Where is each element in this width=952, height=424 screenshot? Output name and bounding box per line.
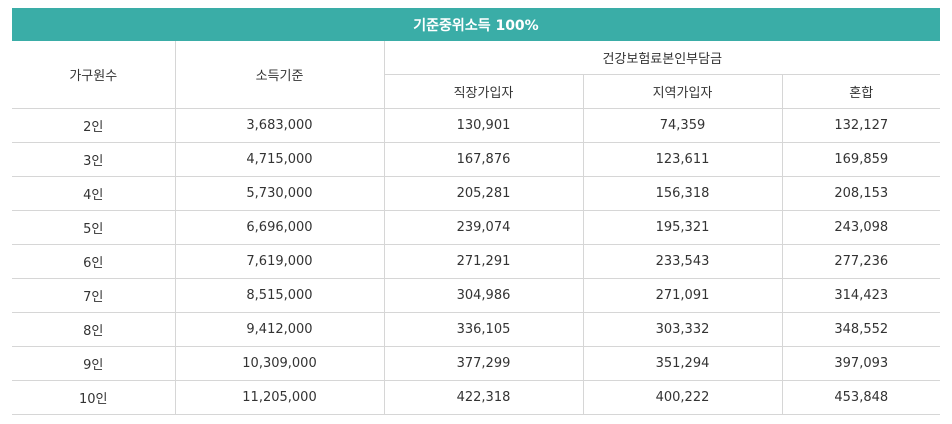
cell-employee: 304,986	[384, 278, 584, 313]
table-row: 6인 7,619,000 271,291 233,543 277,236	[12, 244, 941, 279]
cell-income: 3,683,000	[175, 108, 385, 143]
cell-regional: 351,294	[583, 346, 783, 381]
header-income: 소득기준	[175, 41, 385, 109]
cell-employee: 239,074	[384, 210, 584, 245]
cell-household: 4인	[12, 176, 176, 211]
cell-mixed: 243,098	[782, 210, 941, 245]
header-employee: 직장가입자	[384, 74, 584, 109]
income-table: 기준중위소득 100% 가구원수 소득기준 건강보험료본인부담금 직장가입자 지…	[12, 8, 941, 415]
cell-income: 9,412,000	[175, 312, 385, 347]
cell-household: 7인	[12, 278, 176, 313]
cell-income: 4,715,000	[175, 142, 385, 177]
cell-employee: 422,318	[384, 380, 584, 415]
cell-income: 11,205,000	[175, 380, 385, 415]
cell-regional: 271,091	[583, 278, 783, 313]
cell-mixed: 169,859	[782, 142, 941, 177]
cell-household: 6인	[12, 244, 176, 279]
cell-income: 8,515,000	[175, 278, 385, 313]
header-mixed: 혼합	[782, 74, 941, 109]
cell-household: 9인	[12, 346, 176, 381]
cell-regional: 123,611	[583, 142, 783, 177]
cell-income: 5,730,000	[175, 176, 385, 211]
cell-household: 8인	[12, 312, 176, 347]
cell-mixed: 314,423	[782, 278, 941, 313]
cell-employee: 336,105	[384, 312, 584, 347]
table-row: 8인 9,412,000 336,105 303,332 348,552	[12, 312, 941, 347]
cell-income: 7,619,000	[175, 244, 385, 279]
cell-employee: 167,876	[384, 142, 584, 177]
cell-mixed: 397,093	[782, 346, 941, 381]
cell-household: 5인	[12, 210, 176, 245]
cell-mixed: 348,552	[782, 312, 941, 347]
cell-employee: 130,901	[384, 108, 584, 143]
cell-mixed: 453,848	[782, 380, 941, 415]
table-row: 5인 6,696,000 239,074 195,321 243,098	[12, 210, 941, 245]
table-title: 기준중위소득 100%	[12, 8, 941, 41]
cell-household: 3인	[12, 142, 176, 177]
income-table-container: 기준중위소득 100% 가구원수 소득기준 건강보험료본인부담금 직장가입자 지…	[12, 8, 941, 415]
table-title-row: 기준중위소득 100%	[12, 8, 941, 41]
table-row: 10인 11,205,000 422,318 400,222 453,848	[12, 380, 941, 415]
cell-mixed: 277,236	[782, 244, 941, 279]
table-row: 4인 5,730,000 205,281 156,318 208,153	[12, 176, 941, 211]
cell-regional: 195,321	[583, 210, 783, 245]
cell-regional: 233,543	[583, 244, 783, 279]
header-premium: 건강보험료본인부담금	[384, 41, 941, 75]
table-row: 7인 8,515,000 304,986 271,091 314,423	[12, 278, 941, 313]
cell-employee: 205,281	[384, 176, 584, 211]
table-row: 2인 3,683,000 130,901 74,359 132,127	[12, 108, 941, 143]
header-household: 가구원수	[12, 41, 176, 109]
cell-regional: 400,222	[583, 380, 783, 415]
header-regional: 지역가입자	[583, 74, 783, 109]
table-row: 9인 10,309,000 377,299 351,294 397,093	[12, 346, 941, 381]
header-row-2: 직장가입자 지역가입자 혼합	[12, 74, 941, 109]
cell-employee: 377,299	[384, 346, 584, 381]
cell-mixed: 208,153	[782, 176, 941, 211]
cell-regional: 156,318	[583, 176, 783, 211]
cell-household: 2인	[12, 108, 176, 143]
header-row-1: 가구원수 소득기준 건강보험료본인부담금	[12, 41, 941, 109]
cell-income: 10,309,000	[175, 346, 385, 381]
cell-income: 6,696,000	[175, 210, 385, 245]
cell-regional: 74,359	[583, 108, 783, 143]
table-row: 3인 4,715,000 167,876 123,611 169,859	[12, 142, 941, 177]
cell-mixed: 132,127	[782, 108, 941, 143]
cell-employee: 271,291	[384, 244, 584, 279]
cell-regional: 303,332	[583, 312, 783, 347]
cell-household: 10인	[12, 380, 176, 415]
